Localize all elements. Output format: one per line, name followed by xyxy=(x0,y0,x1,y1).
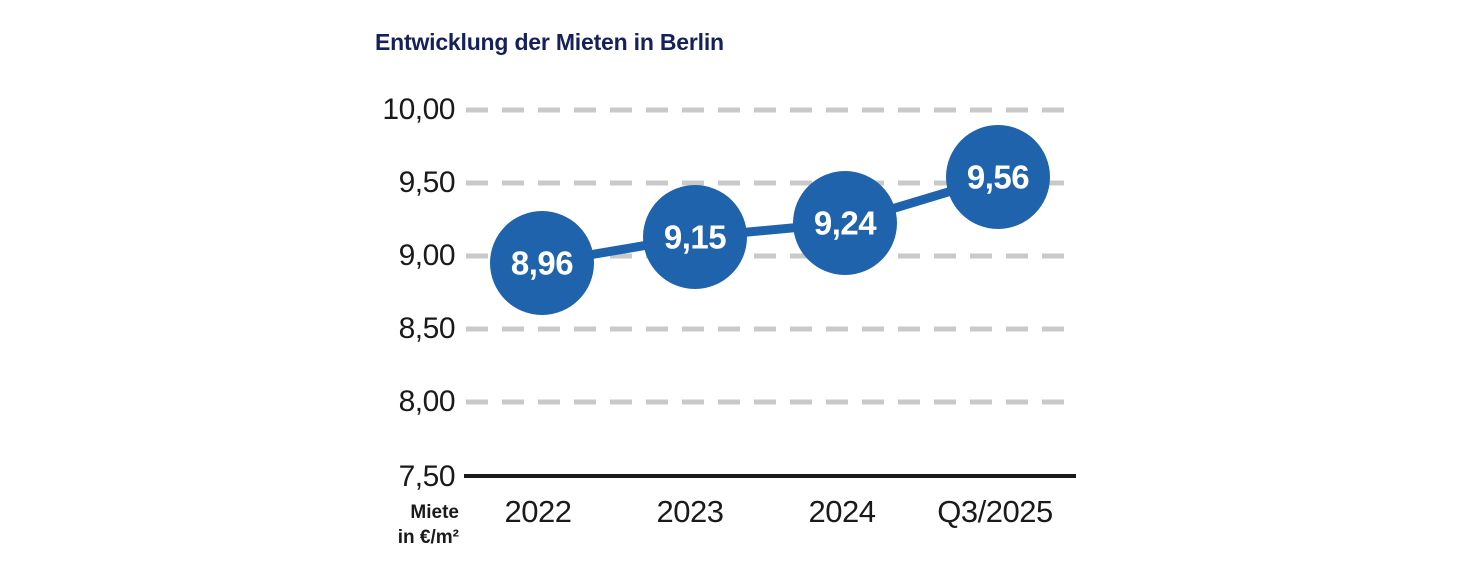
y-tick-label-900: 9,00 xyxy=(398,239,456,272)
page-title: Entwicklung der Mieten in Berlin xyxy=(375,29,724,55)
gridlines xyxy=(466,107,1073,405)
data-point-2023[interactable]: 9,15 xyxy=(643,185,747,289)
y-axis-caption-line2: in €/m² xyxy=(397,527,459,548)
y-tick-label-800: 8,00 xyxy=(398,385,456,418)
bubble-value-label: 9,15 xyxy=(664,219,726,256)
bubble-marker xyxy=(946,125,1050,229)
series-connector-line xyxy=(537,172,1003,268)
x-tick-label-2023: 2023 xyxy=(656,494,724,529)
bubble-value-label: 8,96 xyxy=(511,245,573,282)
y-tick-label-10: 10,00 xyxy=(382,93,455,126)
bubble-value-label: 9,24 xyxy=(814,205,877,242)
data-point-2022[interactable]: 8,96 xyxy=(490,211,594,315)
data-point-2024[interactable]: 9,24 xyxy=(793,171,897,275)
x-tick-label-q3-2025: Q3/2025 xyxy=(937,494,1053,529)
y-tick-label-750: 7,50 xyxy=(398,460,456,493)
y-tick-label-950: 9,50 xyxy=(398,166,456,199)
y-tick-label-850: 8,50 xyxy=(398,312,456,345)
data-point-q3-2025[interactable]: 9,56 xyxy=(946,125,1050,229)
x-tick-label-2022: 2022 xyxy=(504,494,572,529)
x-tick-label-2024: 2024 xyxy=(808,494,876,529)
bubble-value-label: 9,56 xyxy=(967,159,1029,196)
y-axis-caption: Miete in €/m² xyxy=(349,500,459,550)
bubble-marker xyxy=(490,211,594,315)
y-axis-caption-line1: Miete xyxy=(410,502,459,523)
bubble-marker xyxy=(793,171,897,275)
bubble-marker xyxy=(643,185,747,289)
